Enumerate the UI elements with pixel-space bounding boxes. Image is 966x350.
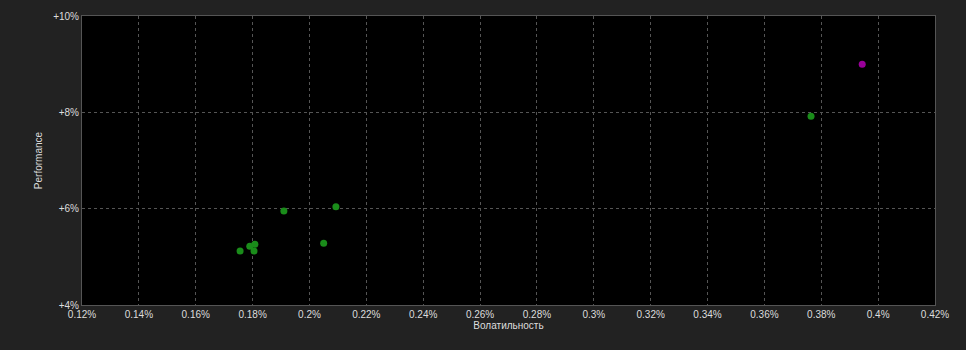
svg-text:+8%: +8% bbox=[59, 107, 79, 118]
svg-text:0.24%: 0.24% bbox=[409, 309, 437, 320]
svg-text:0.22%: 0.22% bbox=[352, 309, 380, 320]
svg-text:0.34%: 0.34% bbox=[693, 309, 721, 320]
svg-text:+10%: +10% bbox=[53, 11, 79, 22]
svg-text:0.4%: 0.4% bbox=[867, 309, 890, 320]
svg-text:0.28%: 0.28% bbox=[523, 309, 551, 320]
svg-text:0.12%: 0.12% bbox=[68, 309, 96, 320]
svg-text:0.38%: 0.38% bbox=[807, 309, 835, 320]
svg-text:0.14%: 0.14% bbox=[125, 309, 153, 320]
svg-text:0.36%: 0.36% bbox=[750, 309, 778, 320]
svg-text:Волатильность: Волатильность bbox=[473, 320, 543, 331]
svg-text:+6%: +6% bbox=[59, 203, 79, 214]
svg-text:0.26%: 0.26% bbox=[466, 309, 494, 320]
svg-text:0.32%: 0.32% bbox=[636, 309, 664, 320]
svg-text:0.42%: 0.42% bbox=[921, 309, 949, 320]
svg-text:0.18%: 0.18% bbox=[238, 309, 266, 320]
svg-text:Performance: Performance bbox=[33, 131, 44, 189]
svg-text:0.2%: 0.2% bbox=[298, 309, 321, 320]
svg-text:0.3%: 0.3% bbox=[582, 309, 605, 320]
svg-text:0.16%: 0.16% bbox=[182, 309, 210, 320]
svg-text:+4%: +4% bbox=[59, 300, 79, 311]
